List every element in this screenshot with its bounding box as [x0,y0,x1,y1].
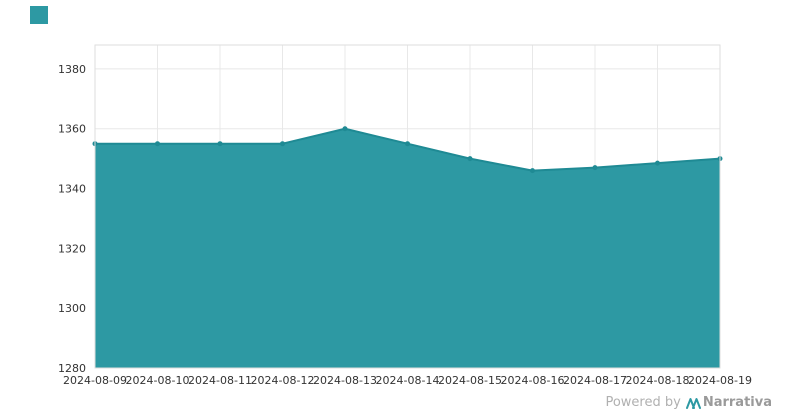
x-tick-label: 2024-08-19 [688,374,752,387]
data-point-marker [467,156,473,162]
data-point-marker [655,160,660,166]
narrativa-brand-link[interactable]: Narrativa [685,395,772,410]
x-tick-label: 2024-08-14 [376,374,440,387]
x-tick-label: 2024-08-16 [501,374,565,387]
powered-by-text: Powered by [605,395,681,410]
data-point-marker [155,141,160,147]
data-point-marker [592,165,598,171]
brand-logo-square [30,6,48,24]
x-tick-label: 2024-08-11 [188,374,252,387]
x-tick-label: 2024-08-13 [313,374,377,387]
x-tick-label: 2024-08-10 [126,374,190,387]
x-tick-label: 2024-08-17 [563,374,627,387]
y-tick-label: 1380 [58,63,86,76]
y-tick-label: 1340 [58,183,86,196]
plot-border [94,44,721,369]
data-point-marker [405,141,410,147]
y-tick-label: 1300 [58,302,86,315]
data-point-marker [342,126,348,132]
narrativa-logo-icon [685,397,701,409]
narrativa-brand-label: Narrativa [702,395,772,410]
data-point-marker [217,141,223,147]
data-point-marker [280,141,285,147]
x-tick-label: 2024-08-15 [438,374,502,387]
x-tick-label: 2024-08-09 [63,374,127,387]
y-tick-label: 1320 [58,242,86,255]
footer: Powered by Narrativa [605,395,772,410]
x-tick-label: 2024-08-18 [626,374,690,387]
y-tick-label: 1360 [58,123,86,136]
y-tick-label: 1280 [58,362,86,375]
area-series-fill [95,128,720,368]
x-tick-label: 2024-08-12 [251,374,315,387]
data-point-marker [530,168,535,174]
